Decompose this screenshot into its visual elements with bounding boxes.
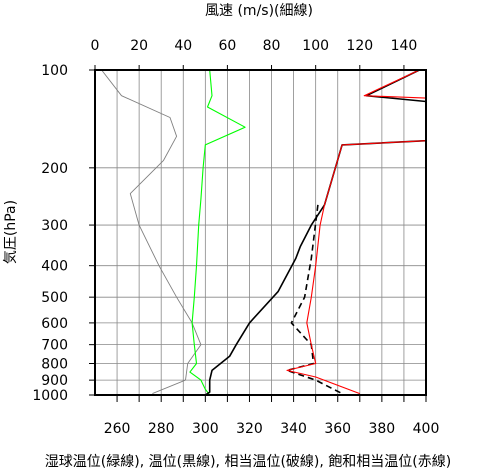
bottom-axis-tick-label: 340 bbox=[280, 421, 307, 437]
bottom-axis-tick-label: 320 bbox=[236, 421, 263, 437]
top-axis-tick-label: 140 bbox=[391, 38, 418, 54]
top-axis-tick-label: 80 bbox=[263, 38, 281, 54]
y-axis-label: 気圧(hPa) bbox=[3, 200, 19, 264]
x-axis-label: 湿球温位(緑線), 温位(黒線), 相当温位(破線), 飽和相当温位(赤線) bbox=[45, 453, 451, 470]
series-layer bbox=[101, 69, 427, 396]
plot-frame bbox=[94, 69, 427, 396]
pressure-axis-tick-label: 500 bbox=[41, 290, 68, 306]
bottom-axis-tick-label: 280 bbox=[148, 421, 175, 437]
pressure-axis-tick-label: 300 bbox=[41, 218, 68, 234]
series-line-0 bbox=[101, 69, 202, 395]
top-axis: 0 20 40 60 80 100 120 140 bbox=[91, 38, 418, 70]
top-axis-tick-label: 120 bbox=[346, 38, 373, 54]
chart-title: 風速 (m/s)(細線) bbox=[205, 3, 313, 19]
top-axis-tick-label: 60 bbox=[218, 38, 236, 54]
top-axis-tick-label: 100 bbox=[302, 38, 329, 54]
grid bbox=[95, 69, 426, 396]
pressure-axis-tick-label: 100 bbox=[41, 63, 68, 79]
top-axis-tick-label: 0 bbox=[91, 38, 100, 54]
bottom-axis-tick-label: 260 bbox=[104, 421, 131, 437]
top-axis-tick-label: 20 bbox=[130, 38, 148, 54]
pressure-axis-tick-label: 600 bbox=[41, 316, 68, 332]
bottom-axis: 260 280 300 320 340 360 380 400 bbox=[104, 395, 440, 437]
pressure-axis-tick-label: 200 bbox=[41, 161, 68, 177]
series-line-3 bbox=[286, 204, 343, 395]
pressure-axis-tick-label: 1000 bbox=[32, 388, 68, 404]
series-line-1 bbox=[189, 69, 246, 396]
bottom-axis-tick-label: 400 bbox=[413, 421, 440, 437]
top-axis-tick-label: 40 bbox=[174, 38, 192, 54]
bottom-axis-tick-label: 360 bbox=[324, 421, 351, 437]
pressure-axis-tick-label: 900 bbox=[41, 373, 68, 389]
pressure-axis-tick-label: 800 bbox=[41, 357, 68, 373]
bottom-axis-tick-label: 300 bbox=[192, 421, 219, 437]
pressure-axis-tick-label: 400 bbox=[41, 259, 68, 275]
bottom-axis-tick-label: 380 bbox=[368, 421, 395, 437]
pressure-axis-tick-label: 700 bbox=[41, 338, 68, 354]
